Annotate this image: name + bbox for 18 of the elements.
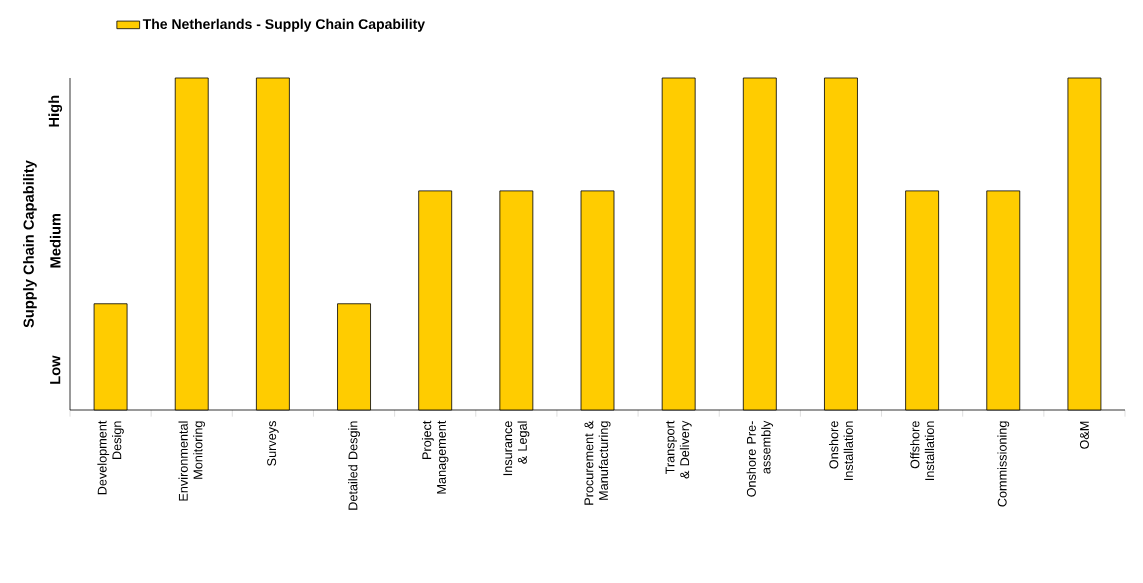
legend-label: The Netherlands - Supply Chain Capability [142, 18, 425, 32]
x-tick-label: O&M [1079, 421, 1089, 449]
x-tick-label: Project Management [421, 420, 449, 494]
x-tick-label: Development Design [97, 420, 124, 495]
x-tick-label: Offshore Installation [910, 421, 935, 481]
x-tick-label: Transport & Delivery [665, 420, 692, 479]
text: Medium [49, 213, 61, 268]
text: Low [50, 355, 61, 384]
y-axis-title: Supply Chain Capability [23, 160, 37, 328]
text: High [48, 95, 63, 127]
x-tick-label: Procurement & Manufacturing [584, 420, 611, 505]
x-tick-label: Surveys [267, 421, 279, 466]
x-tick-label: Detailed Desgin [348, 421, 360, 510]
x-tick-label: Onshore Pre-assembly [746, 420, 774, 497]
x-tick-label: Insurance & Legal [503, 421, 530, 476]
x-tick-label: Onshore Installation [828, 421, 853, 481]
x-tick-label: Commissioning [997, 421, 1010, 507]
x-tick-label: Environmental Monitoring [178, 421, 205, 501]
